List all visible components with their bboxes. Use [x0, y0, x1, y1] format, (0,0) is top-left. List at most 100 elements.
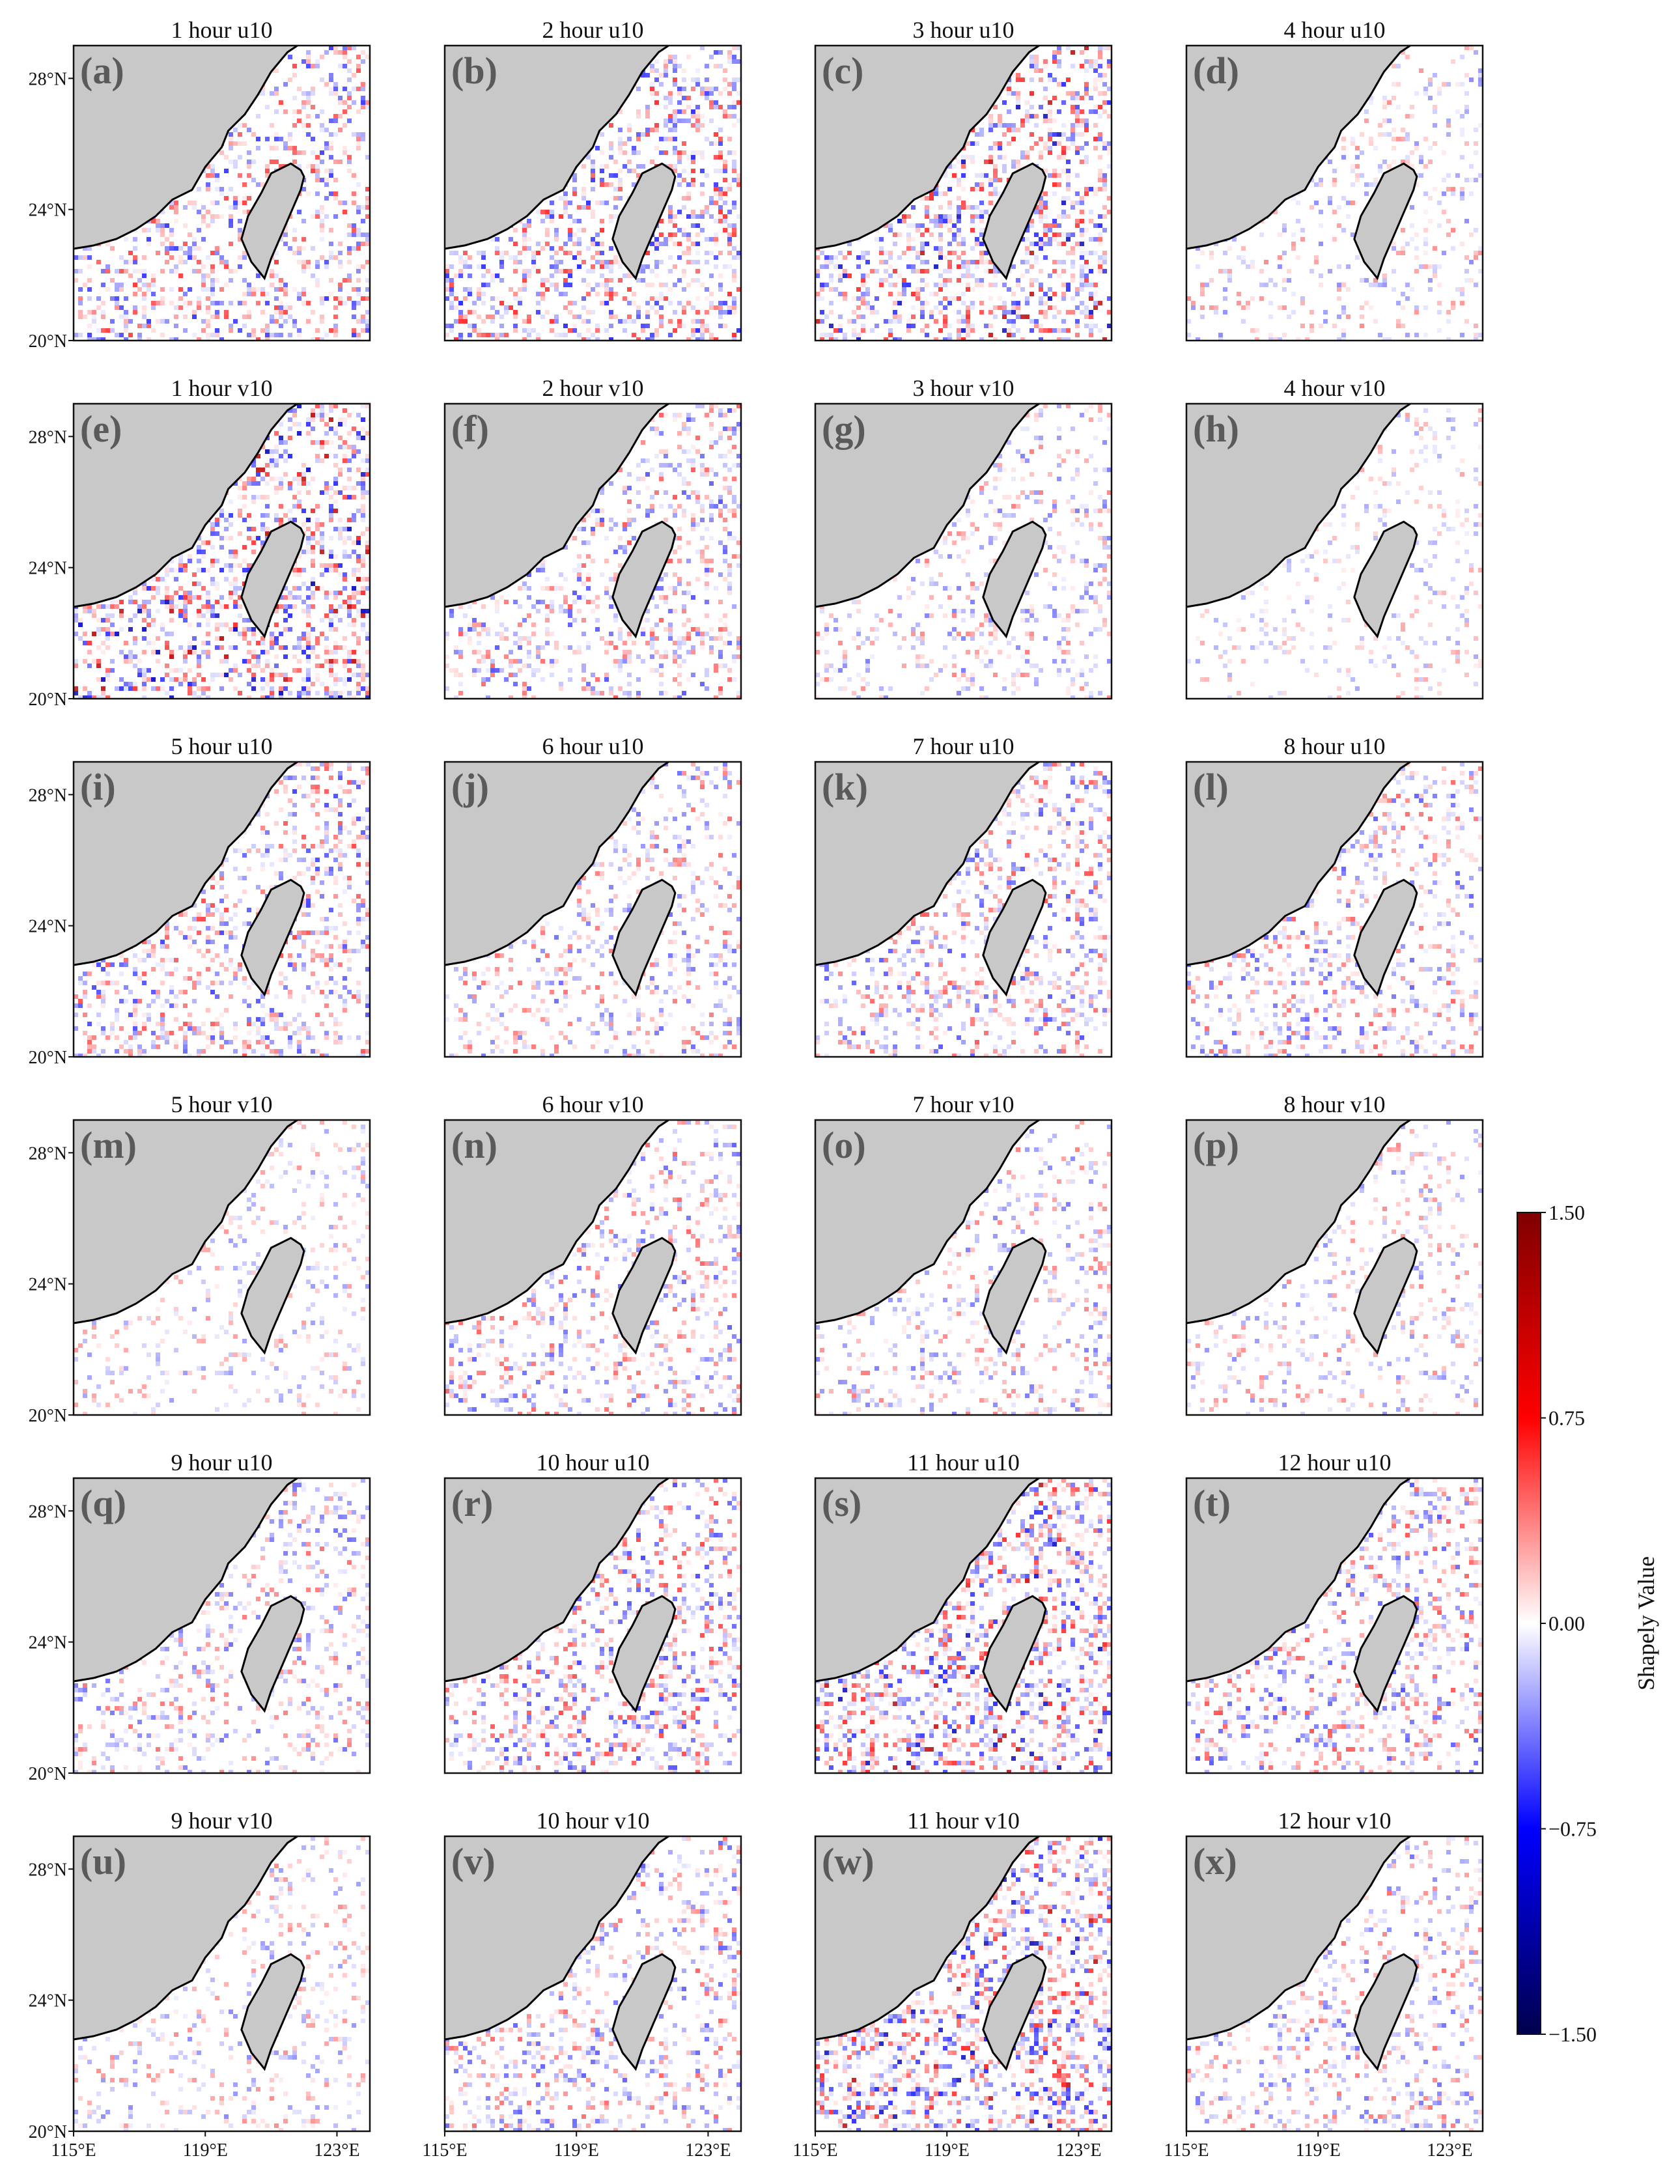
mainland-land: [74, 1836, 298, 2040]
map-field: [445, 404, 741, 699]
map-panel: 10 hour v10 (v) 115°E 119°E 123°E: [422, 1808, 742, 2161]
panel-title: 10 hour v10: [537, 1808, 650, 1834]
map-panel: 11 hour u10 (s): [814, 1449, 1113, 1774]
panel-letter: (u): [80, 1840, 126, 1883]
map-panel: 12 hour u10 (t): [1185, 1449, 1484, 1774]
y-tick-label: 24°N: [29, 917, 67, 937]
panel-title: 11 hour v10: [907, 1808, 1020, 1834]
panel-frame: [814, 44, 1113, 342]
panel-title: 2 hour u10: [542, 17, 644, 43]
panel-letter: (a): [80, 49, 124, 92]
panel-title: 6 hour u10: [542, 733, 644, 759]
y-tick-label: 20°N: [29, 1406, 67, 1426]
panel-title: 2 hour v10: [542, 375, 644, 401]
y-tick-label: 24°N: [29, 1633, 67, 1653]
y-tick-label: 24°N: [29, 1991, 67, 2011]
map-panel: 8 hour v10 (p): [1185, 1091, 1484, 1416]
taiwan-island: [982, 162, 1047, 281]
panel-title: 4 hour u10: [1284, 17, 1386, 43]
taiwan-island: [240, 1237, 305, 1355]
map-panel: 5 hour u10 (i) 20°N 24°N 28°N: [29, 733, 371, 1068]
panel-letter: (t): [1193, 1482, 1231, 1524]
taiwan-island: [240, 878, 305, 997]
taiwan-island: [982, 1237, 1047, 1355]
coastline: [1186, 1478, 1411, 1683]
colorbar-tick-label: −1.50: [1548, 2023, 1597, 2046]
map-field: [815, 46, 1112, 341]
y-tick-label: 20°N: [29, 690, 67, 710]
map-panel: 7 hour u10 (k): [814, 733, 1113, 1058]
panel-title: 3 hour u10: [913, 17, 1015, 43]
mainland-land: [445, 1120, 669, 1324]
x-tick-label: 123°E: [1427, 2140, 1472, 2161]
coastline: [74, 1478, 298, 1683]
y-tick-label: 20°N: [29, 1048, 67, 1068]
panel-title: 9 hour u10: [171, 1449, 273, 1476]
colorbar-label: Shapely Value: [1633, 1556, 1659, 1690]
x-tick-label: 115°E: [422, 2140, 467, 2161]
panel-letter: (r): [451, 1482, 493, 1524]
taiwan-island: [240, 520, 305, 639]
panel-frame: [814, 761, 1113, 1058]
taiwan-island: [982, 1595, 1047, 1713]
x-tick-label: 119°E: [183, 2140, 228, 2161]
taiwan-island: [611, 1595, 677, 1713]
coastline: [1186, 1836, 1411, 2041]
x-tick-label: 119°E: [1296, 2140, 1341, 2161]
y-tick-label: 28°N: [29, 69, 67, 89]
panel-frame: [72, 761, 371, 1058]
taiwan-island: [982, 520, 1047, 639]
taiwan-island: [611, 520, 677, 639]
map-field: [445, 1478, 741, 1773]
coastline: [815, 1120, 1040, 1324]
map-field: [445, 1836, 741, 2131]
taiwan-island: [1353, 1595, 1418, 1713]
panel-frame: [72, 1835, 371, 2133]
map-panel: 6 hour v10 (n): [443, 1091, 742, 1416]
mainland-land: [445, 1478, 669, 1682]
taiwan-island: [611, 162, 677, 281]
map-panel: 4 hour v10 (h): [1185, 375, 1484, 700]
map-field: [445, 1120, 741, 1415]
coastline: [445, 46, 669, 250]
panel-frame: [1185, 1477, 1484, 1774]
coastline: [1186, 46, 1411, 250]
map-field: [1186, 1478, 1483, 1773]
x-tick-label: 115°E: [1164, 2140, 1209, 2161]
panel-grid: 1 hour u10 (a) 20°N 24°N 28°N 2 hour u10 (b) 3 …: [29, 17, 1484, 2161]
y-tick-label: 24°N: [29, 559, 67, 579]
taiwan-island: [240, 1595, 305, 1713]
taiwan-island: [1353, 162, 1418, 281]
panel-title: 7 hour u10: [913, 733, 1015, 759]
panel-title: 12 hour u10: [1278, 1449, 1392, 1476]
map-field: [74, 1836, 370, 2131]
coastline: [74, 46, 298, 250]
mainland-land: [1186, 1120, 1410, 1324]
y-tick-label: 28°N: [29, 785, 67, 805]
coastline: [445, 1478, 669, 1683]
mainland-land: [815, 1478, 1039, 1682]
panel-frame: [1185, 402, 1484, 700]
panel-title: 5 hour v10: [171, 1091, 273, 1117]
panel-letter: (n): [451, 1124, 497, 1166]
map-panel: 6 hour u10 (j): [443, 733, 742, 1058]
colorbar: 1.50 0.75 0.00 −0.75 −1.50 Shapely Value: [1517, 1201, 1659, 2046]
mainland-land: [445, 1836, 669, 2040]
map-field: [815, 1478, 1112, 1773]
mainland-land: [815, 46, 1039, 249]
coastline: [445, 404, 669, 608]
panel-frame: [443, 44, 742, 342]
coastline: [815, 1836, 1040, 2041]
colorbar-tick-label: 0.00: [1548, 1612, 1585, 1635]
taiwan-island: [1353, 1237, 1418, 1355]
panel-letter: (d): [1193, 49, 1239, 92]
map-field: [1186, 46, 1483, 341]
coastline: [815, 762, 1040, 966]
panel-letter: (m): [80, 1124, 137, 1166]
mainland-land: [1186, 1836, 1410, 2040]
colorbar-tick-label: 0.75: [1548, 1407, 1585, 1430]
map-panel: 1 hour v10 (e) 20°N 24°N 28°N: [29, 375, 371, 710]
panel-letter: (k): [822, 766, 868, 808]
panel-frame: [72, 402, 371, 700]
